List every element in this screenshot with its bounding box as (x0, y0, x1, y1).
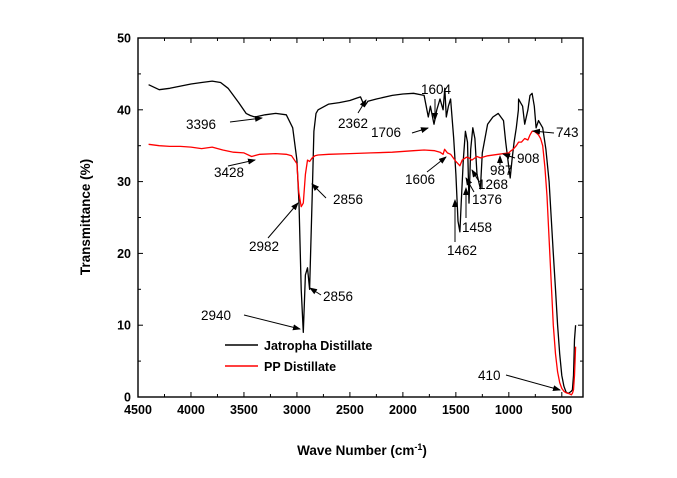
annotation-arrow (505, 374, 561, 392)
annotation-label: 3396 (186, 117, 216, 132)
annotations-layer: 3396 2362 1604 1706 743 3428 1606 987 908 1268137… (186, 82, 579, 392)
annotation-arrow (426, 156, 447, 173)
annotation-label: 1706 (371, 125, 401, 140)
annotation-label: 1458 (462, 220, 492, 235)
annotation-arrow (357, 99, 367, 114)
annotation-label: 1462 (447, 243, 477, 258)
x-tick-label: 3000 (283, 403, 311, 417)
legend-label-pp: PP Distillate (264, 360, 336, 374)
annotation-arrow (227, 158, 256, 167)
annotation-arrow (465, 177, 475, 193)
x-tick-label: 2000 (389, 403, 417, 417)
y-tick-label: 40 (117, 103, 131, 117)
x-tick-label: 4000 (177, 403, 205, 417)
legend-label-jatropha: Jatropha Distillate (264, 339, 372, 353)
annotation-label: 2362 (338, 116, 368, 131)
annotation-label: 2856 (333, 192, 363, 207)
y-tick-label: 20 (117, 247, 131, 261)
series-layer (148, 80, 577, 396)
x-axis-label-tail: ) (422, 443, 427, 458)
annotation-label: 3428 (214, 165, 244, 180)
annotation-arrow (267, 202, 299, 239)
annotation-arrow (229, 115, 263, 123)
y-tick-label: 50 (117, 32, 131, 46)
annotation-arrow (502, 153, 516, 160)
annotation-arrow (471, 169, 479, 181)
x-tick-label: 4500 (124, 403, 152, 417)
annotation-arrow (411, 127, 429, 134)
annotation-arrow (532, 128, 555, 135)
annotation-label: 1604 (421, 82, 452, 97)
y-axis-label: Transmittance (%) (78, 159, 93, 275)
x-axis-label-sup: -1 (414, 442, 422, 452)
annotation-label: 908 (517, 151, 540, 166)
x-tick-label: 500 (551, 403, 572, 417)
annotation-arrow (309, 287, 322, 296)
x-tick-label: 1500 (442, 403, 470, 417)
annotation-label: 987 (490, 163, 513, 178)
y-tick-label: 0 (124, 391, 131, 405)
annotation-arrow (311, 183, 327, 199)
x-tick-label: 2500 (336, 403, 364, 417)
annotation-label: 743 (556, 125, 579, 140)
legend: Jatropha Distillate PP Distillate (225, 339, 372, 374)
x-tick-label: 3500 (230, 403, 258, 417)
annotation-label: 1268 (478, 177, 508, 192)
annotation-label: 1606 (405, 172, 435, 187)
y-tick-label: 30 (117, 175, 131, 189)
x-axis-label: Wave Number (cm-1) (297, 442, 427, 458)
x-tick-label: 1000 (495, 403, 523, 417)
annotation-label: 410 (478, 368, 501, 383)
annotation-label: 2982 (249, 239, 279, 254)
annotation-label: 2940 (201, 308, 231, 323)
series-line-1 (148, 130, 577, 396)
y-tick-label: 10 (117, 319, 131, 333)
x-axis-label-main: Wave Number (cm (297, 443, 414, 458)
annotation-label: 1376 (472, 192, 502, 207)
ticks-layer: 4500 4000 3500 3000 2500 2000 1500 1000 500 0 10 20… (117, 32, 583, 417)
annotation-label: 2856 (323, 289, 353, 304)
annotation-arrow (243, 314, 301, 331)
